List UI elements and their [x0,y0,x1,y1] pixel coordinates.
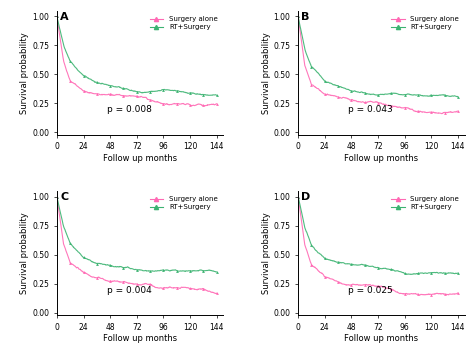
Text: p = 0.004: p = 0.004 [107,286,152,295]
Text: B: B [301,12,310,22]
X-axis label: Follow up months: Follow up months [103,154,177,163]
Text: D: D [301,192,311,202]
X-axis label: Follow up months: Follow up months [344,334,419,343]
Y-axis label: Survival probability: Survival probability [20,32,29,113]
Y-axis label: Survival probability: Survival probability [262,32,271,113]
Text: p = 0.025: p = 0.025 [348,286,393,295]
Legend: Surgery alone, RT+Surgery: Surgery alone, RT+Surgery [147,194,220,212]
X-axis label: Follow up months: Follow up months [103,334,177,343]
Y-axis label: Survival probability: Survival probability [20,212,29,294]
Y-axis label: Survival probability: Survival probability [262,212,271,294]
X-axis label: Follow up months: Follow up months [344,154,419,163]
Legend: Surgery alone, RT+Surgery: Surgery alone, RT+Surgery [389,194,461,212]
Legend: Surgery alone, RT+Surgery: Surgery alone, RT+Surgery [147,14,220,32]
Text: A: A [60,12,69,22]
Text: C: C [60,192,68,202]
Text: p = 0.043: p = 0.043 [348,105,393,114]
Text: p = 0.008: p = 0.008 [107,105,152,114]
Legend: Surgery alone, RT+Surgery: Surgery alone, RT+Surgery [389,14,461,32]
